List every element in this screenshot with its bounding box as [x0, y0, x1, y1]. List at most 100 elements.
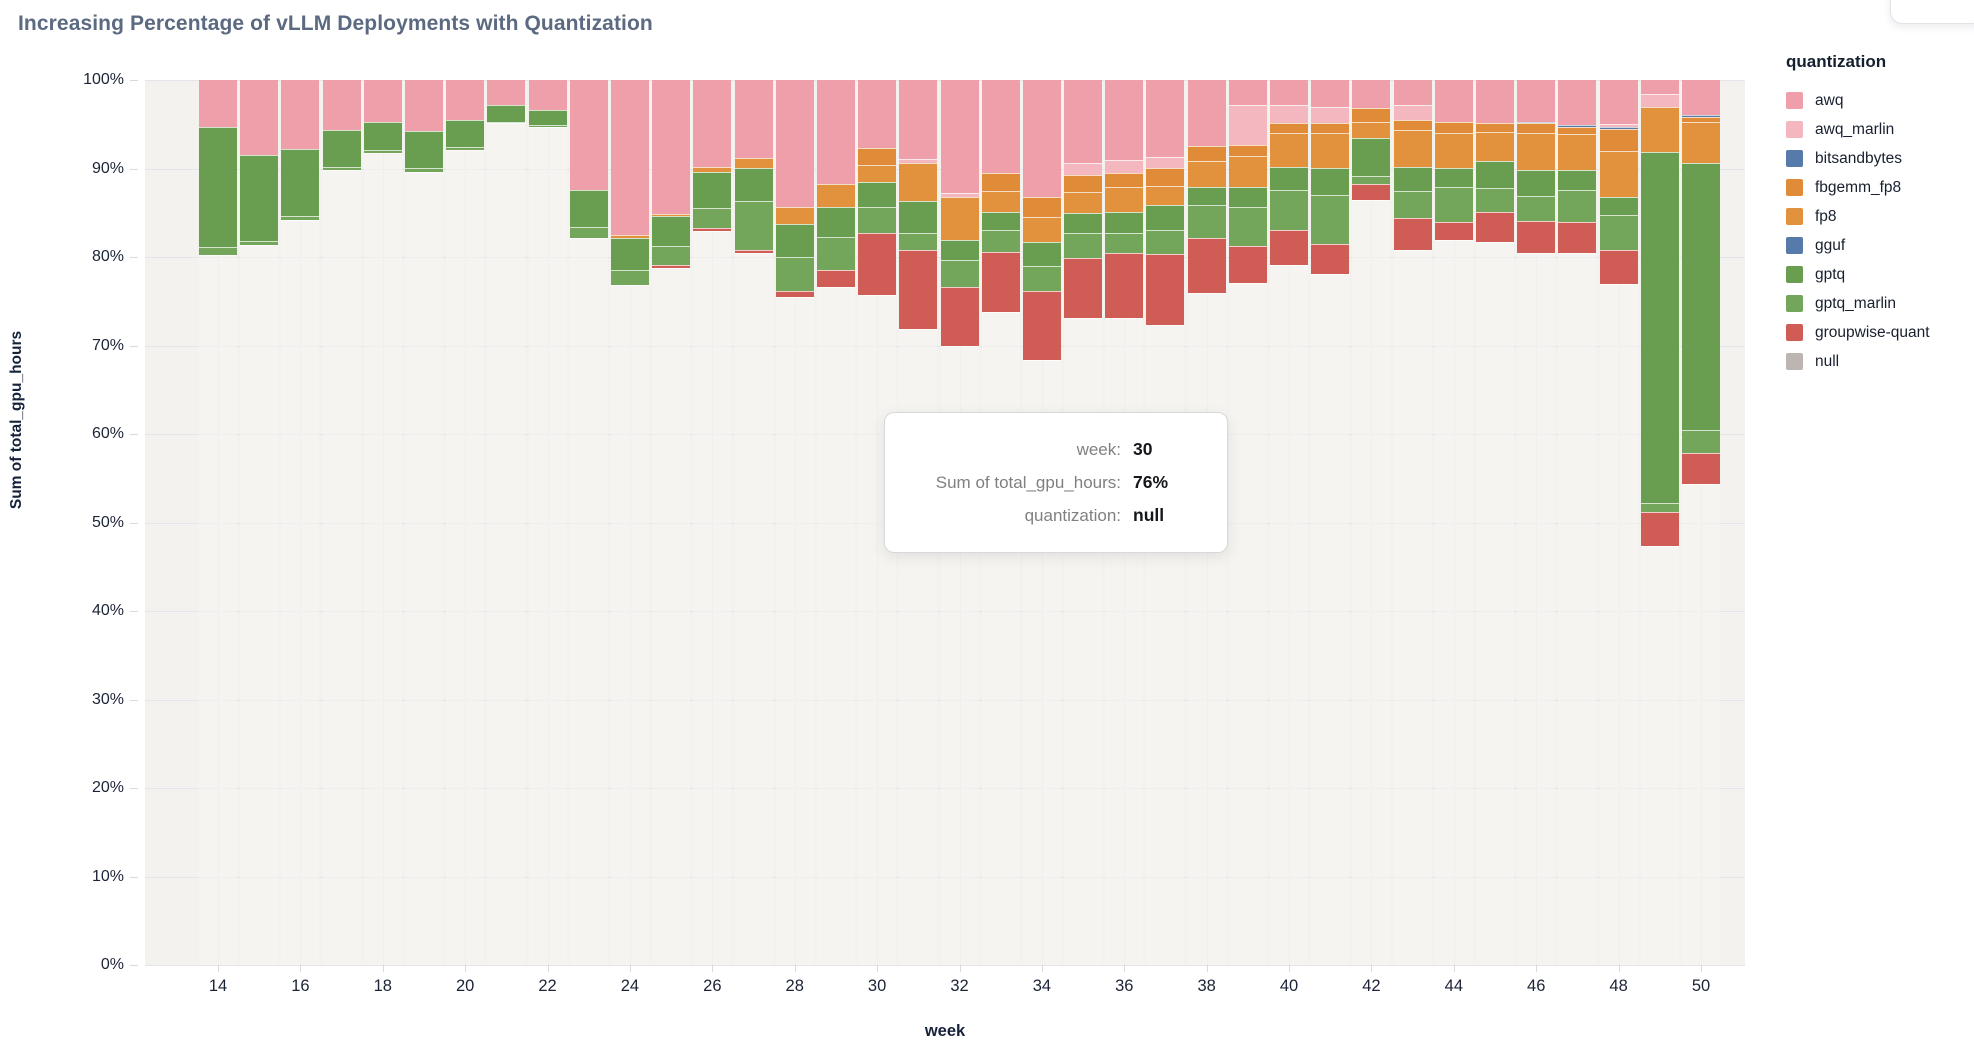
bar-segment-null[interactable] [1311, 273, 1350, 965]
bar-segment-null[interactable] [528, 126, 567, 965]
bar-segment-gptq_marlin[interactable] [1476, 187, 1515, 212]
bar-segment-fp8[interactable] [1270, 133, 1309, 167]
bar-segment-groupwise-quant[interactable] [1105, 253, 1144, 318]
bar-segment-gptq[interactable] [1352, 138, 1391, 176]
bar-segment-null[interactable] [1640, 546, 1679, 965]
bar-segment-gptq[interactable] [487, 104, 526, 122]
legend-item-null[interactable]: null [1786, 347, 1971, 376]
bar-segment-gptq[interactable] [1476, 161, 1515, 188]
bar-week-29[interactable] [816, 80, 855, 965]
bar-segment-gptq[interactable] [899, 201, 938, 234]
bar-segment-awq_marlin[interactable] [1270, 104, 1309, 124]
bar-segment-gptq_marlin[interactable] [528, 125, 567, 127]
bar-segment-null[interactable] [610, 285, 649, 965]
bar-segment-groupwise-quant[interactable] [1064, 257, 1103, 319]
bar-segment-null[interactable] [281, 219, 320, 965]
bar-segment-fbgemm_fp8[interactable] [1434, 121, 1473, 134]
bar-segment-gptq[interactable] [1064, 212, 1103, 234]
bar-segment-gptq_marlin[interactable] [775, 256, 814, 291]
bar-segment-bitsandbytes[interactable] [1599, 126, 1638, 129]
legend-item-groupwise-quant[interactable]: groupwise-quant [1786, 318, 1971, 347]
bar-segment-fbgemm_fp8[interactable] [1187, 146, 1226, 162]
bar-segment-awq[interactable] [446, 80, 485, 120]
bar-segment-gptq_marlin[interactable] [1640, 503, 1679, 512]
bar-segment-awq[interactable] [899, 80, 938, 159]
legend-item-fp8[interactable]: fp8 [1786, 202, 1971, 231]
bar-segment-gptq[interactable] [1558, 170, 1597, 190]
bar-segment-null[interactable] [363, 153, 402, 965]
bar-segment-gptq_marlin[interactable] [446, 147, 485, 150]
bar-segment-null[interactable] [1517, 253, 1556, 965]
bar-segment-awq[interactable] [1187, 80, 1226, 147]
bar-segment-fp8[interactable] [940, 196, 979, 241]
bar-segment-awq[interactable] [281, 80, 320, 150]
bar-week-14[interactable] [199, 80, 237, 965]
bar-segment-awq[interactable] [1558, 80, 1597, 126]
bar-week-44[interactable] [1434, 80, 1473, 965]
bar-week-30[interactable] [858, 80, 897, 965]
bar-segment-gptq_marlin[interactable] [1022, 265, 1061, 292]
bar-segment-gptq[interactable] [240, 155, 279, 242]
bar-segment-fbgemm_fp8[interactable] [1022, 196, 1061, 218]
bar-segment-null[interactable] [1352, 200, 1391, 965]
bar-segment-null[interactable] [1393, 249, 1432, 965]
bar-segment-groupwise-quant[interactable] [1393, 218, 1432, 250]
bar-segment-fp8[interactable] [1434, 133, 1473, 169]
bar-segment-awq_marlin[interactable] [1311, 106, 1350, 124]
bar-segment-gptq_marlin[interactable] [1187, 204, 1226, 239]
bar-segment-gptq_marlin[interactable] [487, 121, 526, 124]
bar-segment-fbgemm_fp8[interactable] [1105, 172, 1144, 188]
bar-segment-awq_marlin[interactable] [1640, 94, 1679, 107]
bar-segment-gptq_marlin[interactable] [858, 206, 897, 234]
bar-segment-fbgemm_fp8[interactable] [981, 172, 1020, 191]
bar-segment-groupwise-quant[interactable] [1682, 453, 1720, 484]
bar-week-23[interactable] [569, 80, 608, 965]
bar-segment-bitsandbytes[interactable] [1517, 121, 1556, 124]
bar-segment-gptq_marlin[interactable] [1270, 189, 1309, 230]
bar-segment-fp8[interactable] [1476, 132, 1515, 162]
bar-segment-fp8[interactable] [1517, 133, 1556, 171]
bar-segment-gptq[interactable] [1187, 187, 1226, 205]
bar-segment-fp8[interactable] [1146, 186, 1185, 205]
bar-segment-fbgemm_fp8[interactable] [1064, 174, 1103, 192]
bar-segment-awq[interactable] [1228, 80, 1267, 105]
bar-segment-gptq[interactable] [281, 149, 320, 217]
bar-week-45[interactable] [1476, 80, 1515, 965]
bar-week-15[interactable] [240, 80, 279, 965]
bar-segment-awq[interactable] [487, 80, 526, 105]
bar-segment-awq[interactable] [858, 80, 897, 149]
bar-segment-fp8[interactable] [1187, 161, 1226, 188]
bar-segment-awq[interactable] [528, 80, 567, 111]
bar-segment-gptq_marlin[interactable] [363, 149, 402, 154]
bar-segment-gptq_marlin[interactable] [1517, 195, 1556, 221]
bar-segment-null[interactable] [693, 231, 732, 965]
bar-segment-groupwise-quant[interactable] [1187, 238, 1226, 294]
bar-segment-null[interactable] [1228, 282, 1267, 965]
bar-segment-null[interactable] [487, 123, 526, 965]
legend-item-awq_marlin[interactable]: awq_marlin [1786, 115, 1971, 144]
bar-segment-gptq[interactable] [1022, 241, 1061, 266]
bar-segment-awq[interactable] [1682, 80, 1720, 116]
bar-segment-gptq[interactable] [569, 189, 608, 227]
bar-segment-gptq[interactable] [981, 211, 1020, 230]
bar-week-41[interactable] [1311, 80, 1350, 965]
bar-segment-fp8[interactable] [1105, 187, 1144, 212]
bar-segment-awq_marlin[interactable] [1393, 104, 1432, 120]
bar-segment-awq[interactable] [1393, 80, 1432, 105]
bar-week-17[interactable] [322, 80, 361, 965]
bar-segment-fp8[interactable] [652, 213, 691, 217]
bar-segment-awq[interactable] [240, 80, 279, 156]
bar-segment-fp8[interactable] [693, 166, 732, 173]
bar-segment-fbgemm_fp8[interactable] [1146, 168, 1185, 187]
bar-segment-null[interactable] [1558, 252, 1597, 965]
bar-segment-null[interactable] [1270, 264, 1309, 965]
bar-week-47[interactable] [1558, 80, 1597, 965]
bar-segment-gptq_marlin[interactable] [569, 226, 608, 239]
bar-segment-groupwise-quant[interactable] [1476, 211, 1515, 242]
bar-segment-groupwise-quant[interactable] [775, 290, 814, 297]
bar-segment-bitsandbytes[interactable] [1682, 115, 1720, 118]
bar-segment-fp8[interactable] [1064, 191, 1103, 213]
bar-segment-groupwise-quant[interactable] [981, 251, 1020, 312]
bar-segment-gptq_marlin[interactable] [1393, 190, 1432, 218]
bar-segment-gptq_marlin[interactable] [404, 168, 443, 173]
